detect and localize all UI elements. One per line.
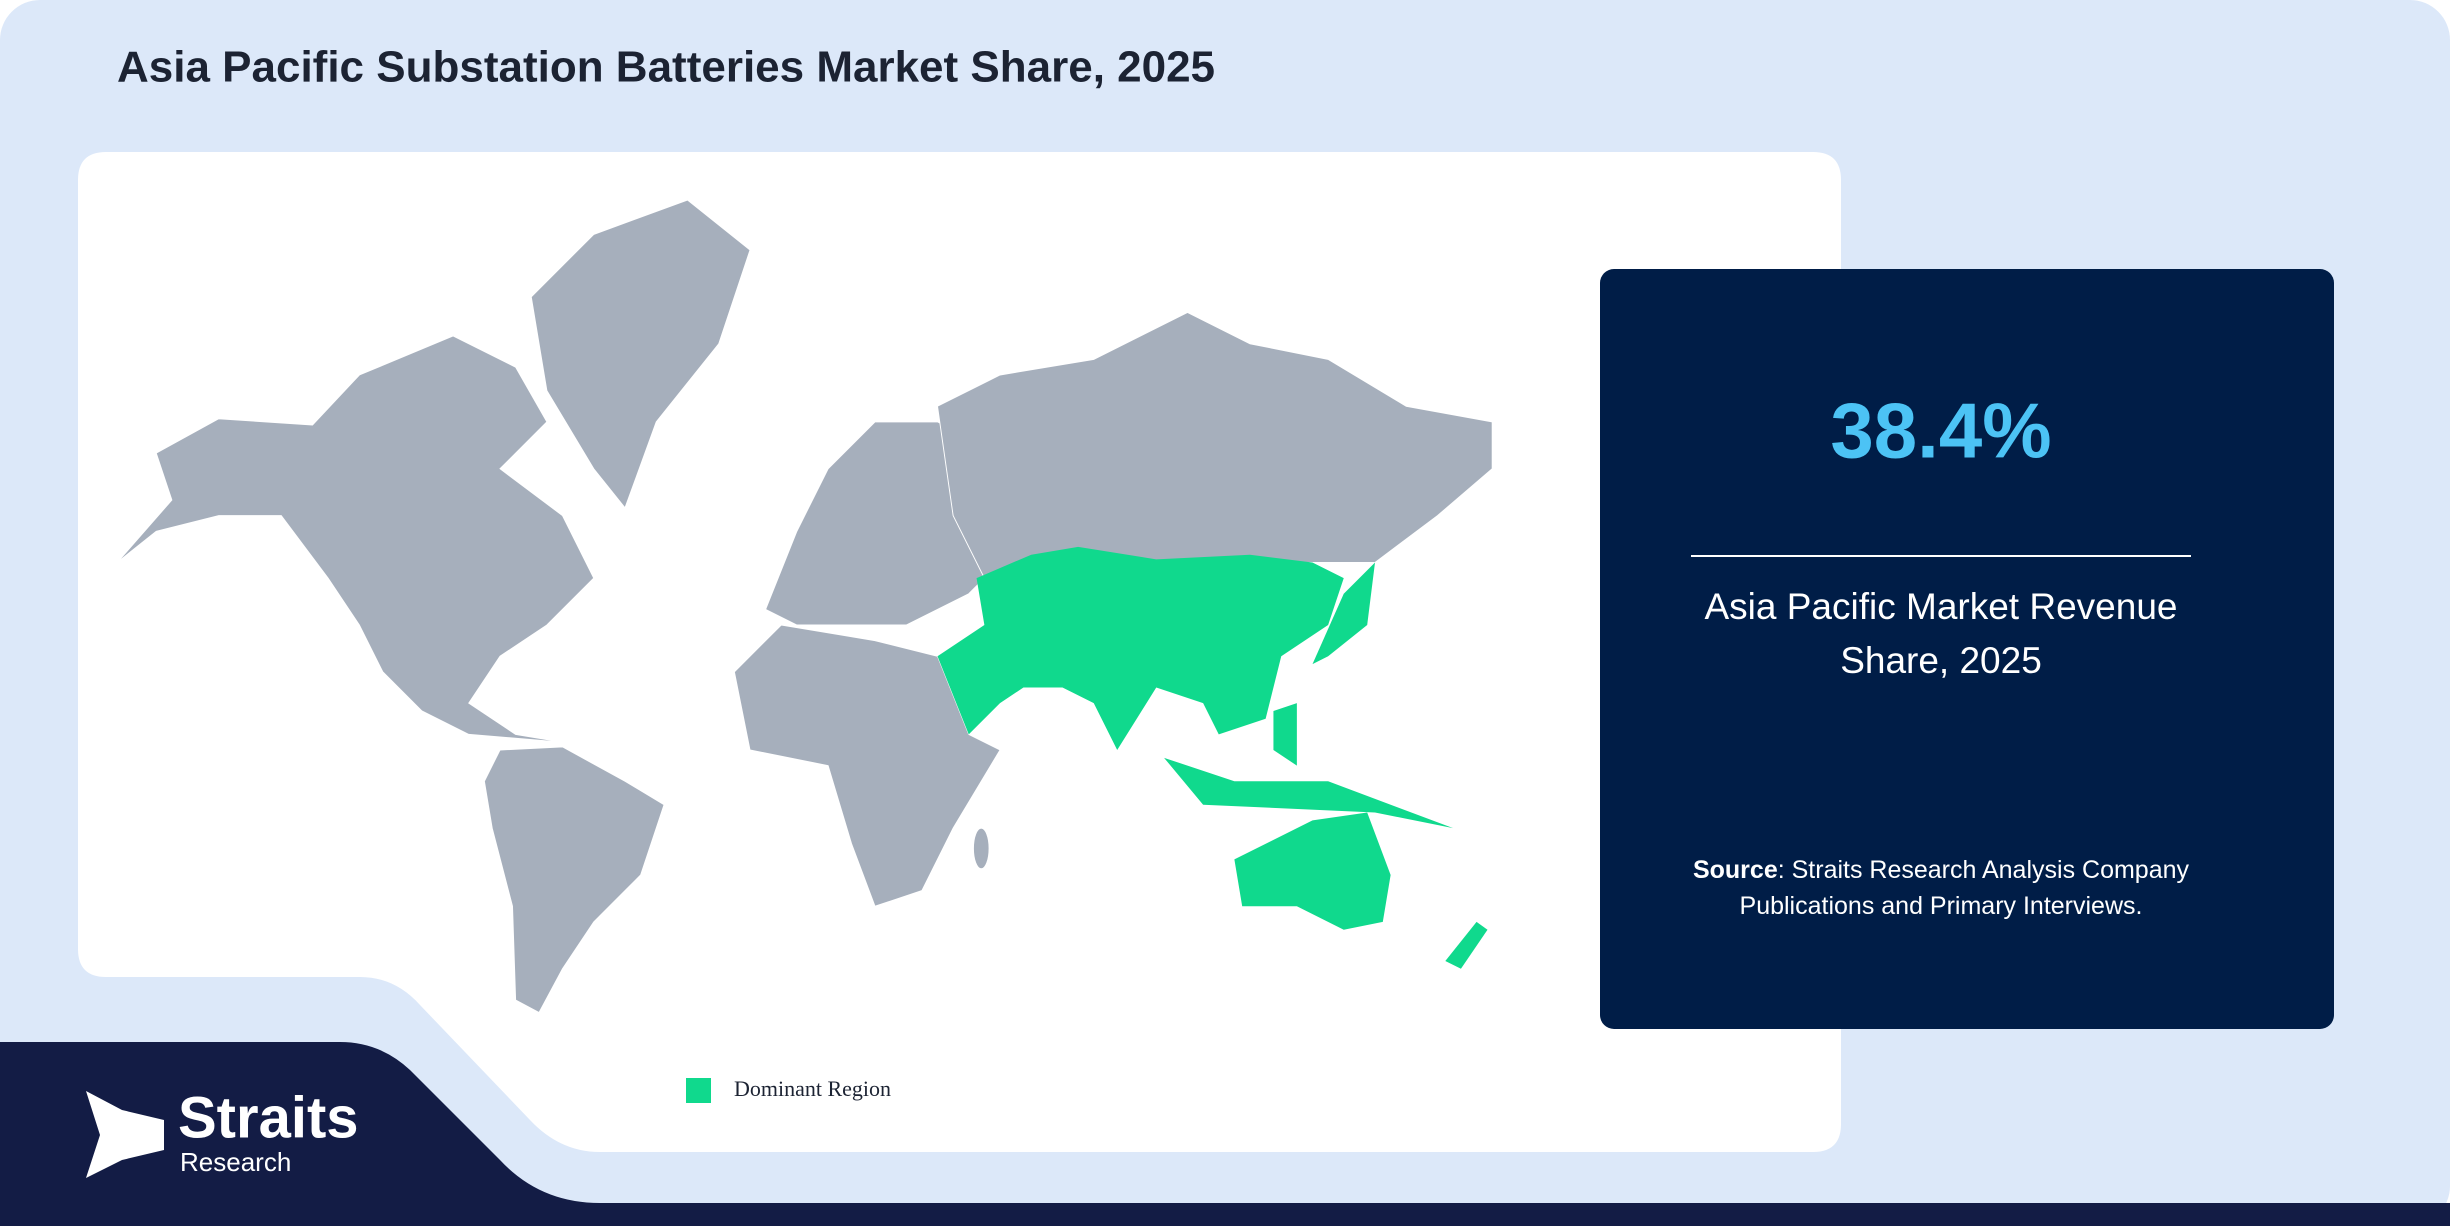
legend-label: Dominant Region — [734, 1076, 891, 1101]
north-america — [116, 335, 595, 743]
new-zealand — [1445, 921, 1488, 969]
africa — [733, 624, 1001, 907]
logo-mark — [86, 1091, 164, 1178]
stat-label: Asia Pacific Market Revenue Share, 2025 — [1704, 586, 2178, 681]
south-america — [483, 746, 665, 1014]
asia-pacific — [937, 546, 1344, 750]
indonesia — [1164, 757, 1454, 829]
logo-name: Straits — [178, 1085, 359, 1150]
stat-label-box: Asia Pacific Market Revenue Share, 2025 — [1704, 586, 2178, 681]
stat-value: 38.4% — [1830, 387, 2051, 475]
source-box: Source: Straits Research Analysis Compan… — [1680, 852, 2202, 924]
world-map — [116, 199, 1493, 1014]
greenland — [530, 199, 751, 509]
philippines — [1273, 703, 1297, 766]
madagascar — [972, 827, 990, 870]
logo-sub: Research — [180, 1147, 291, 1177]
source: Source: Straits Research Analysis Compan… — [1680, 852, 2202, 924]
footer-band — [0, 1042, 2450, 1226]
australia — [1234, 812, 1391, 930]
legend-swatch — [686, 1078, 711, 1103]
source-text: : Straits Research Analysis Company Publ… — [1739, 856, 2190, 920]
stat-card — [1600, 269, 2334, 1029]
japan — [1312, 562, 1375, 665]
source-label: Source — [1692, 856, 1778, 884]
title: Asia Pacific Substation Batteries Market… — [117, 43, 1215, 92]
